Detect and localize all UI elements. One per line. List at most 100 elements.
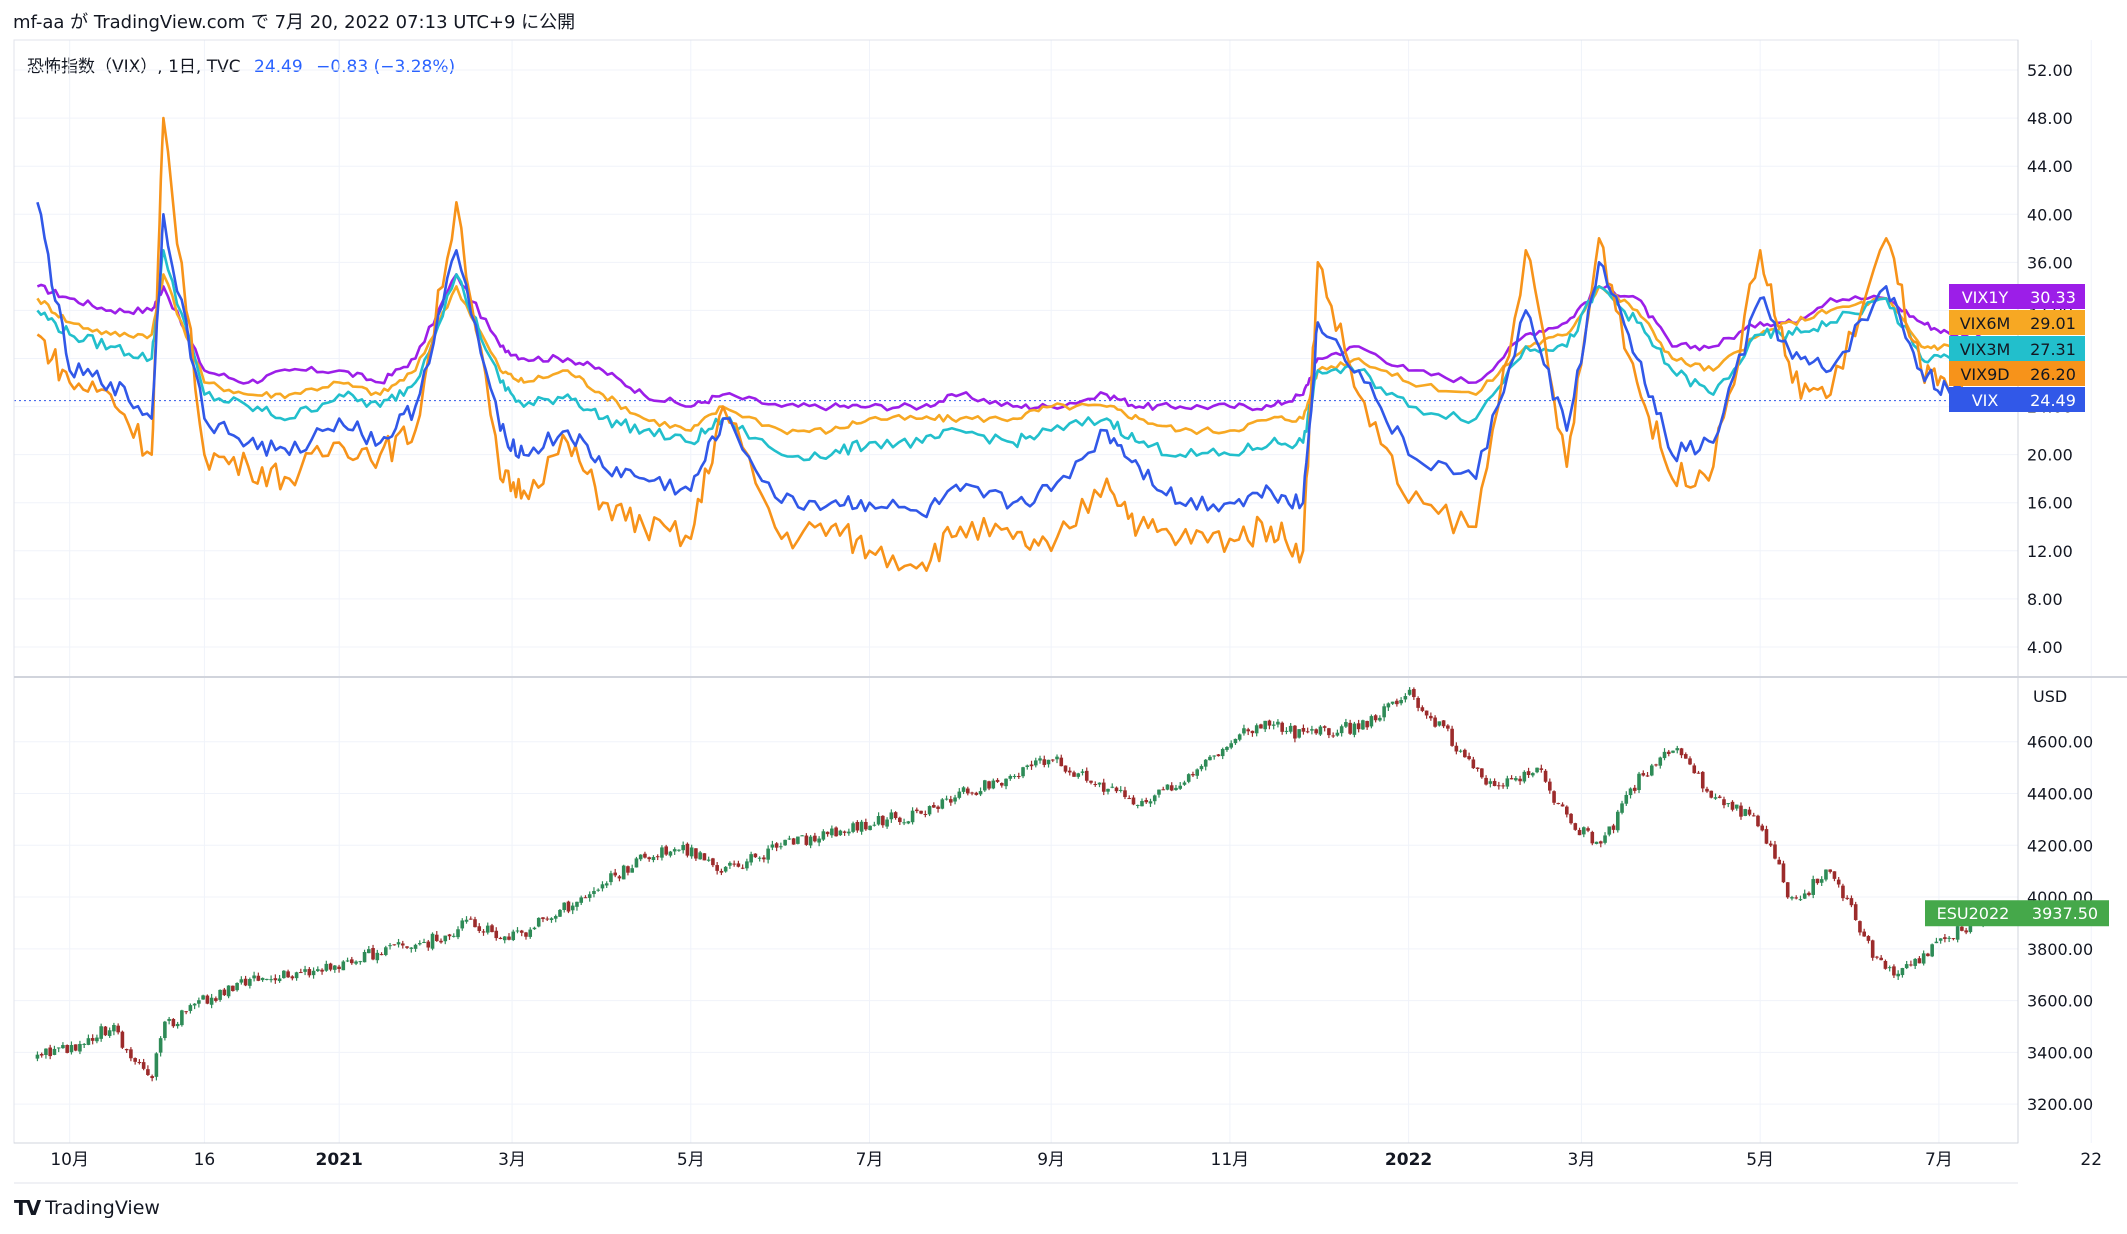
candle-body	[180, 1010, 184, 1026]
candle-body	[481, 931, 486, 933]
candle	[694, 848, 698, 861]
candle	[1662, 748, 1667, 761]
candle	[961, 786, 966, 795]
candle-body	[830, 828, 834, 836]
candle	[936, 805, 940, 813]
candle-body	[1229, 743, 1233, 748]
series-value-text: 30.33	[2030, 288, 2076, 307]
candle	[949, 795, 953, 806]
candle	[1182, 780, 1187, 786]
candle-body	[1016, 776, 1021, 778]
candle	[1480, 768, 1484, 779]
candle-body	[868, 825, 872, 831]
candle-body	[35, 1054, 40, 1059]
candle	[1845, 895, 1849, 901]
candle-body	[1441, 720, 1446, 727]
candle-body	[1157, 789, 1161, 795]
candle	[1365, 720, 1369, 730]
candle-body	[333, 965, 337, 970]
candle	[1819, 876, 1824, 887]
candle	[481, 929, 486, 936]
candle-body	[73, 1044, 78, 1051]
candle-body	[813, 835, 817, 842]
candle	[1951, 937, 1956, 941]
candle-body	[978, 791, 983, 795]
esu-y-tick-label: 4200.00	[2027, 836, 2093, 855]
candle-body	[706, 859, 711, 861]
candle	[1378, 715, 1382, 722]
candle	[1046, 759, 1051, 768]
candle-body	[1059, 757, 1064, 767]
candle	[90, 1034, 95, 1045]
candle-body	[1943, 937, 1947, 940]
candle-body	[626, 866, 630, 873]
candle	[430, 932, 435, 951]
candle	[519, 929, 524, 937]
candle-body	[549, 918, 554, 921]
candle-body	[668, 851, 673, 856]
vix-y-tick-label: 16.00	[2027, 494, 2073, 513]
candle	[320, 968, 324, 975]
candle-body	[995, 779, 1000, 782]
candle	[1348, 719, 1352, 735]
candle	[324, 960, 329, 972]
candle	[643, 851, 647, 859]
candle	[1454, 742, 1459, 755]
candle	[1110, 783, 1115, 789]
candle-body	[953, 797, 957, 802]
candle	[78, 1040, 82, 1055]
candle-body	[1751, 815, 1756, 817]
candle-body	[1488, 781, 1493, 784]
candle	[1828, 869, 1832, 874]
candle-body	[1242, 728, 1246, 734]
candle	[774, 842, 779, 852]
candle-body	[1862, 931, 1866, 937]
candle	[1271, 721, 1276, 730]
vix-series	[36, 116, 1993, 573]
candle-body	[774, 843, 779, 848]
candle	[400, 940, 405, 949]
candle-body	[855, 822, 860, 831]
candle	[286, 969, 290, 978]
candle	[893, 811, 898, 820]
candle	[647, 856, 651, 862]
candle	[1458, 749, 1463, 753]
candle	[1509, 775, 1514, 780]
candle	[1441, 720, 1446, 729]
series-value-box	[2021, 361, 2085, 386]
candle	[855, 820, 860, 833]
candle-body	[282, 970, 286, 979]
x-tick-label: 7月	[856, 1150, 884, 1170]
candle-body	[1849, 898, 1854, 906]
candle-body	[1365, 721, 1369, 728]
candle	[664, 844, 668, 856]
candle-body	[1186, 774, 1191, 782]
candle-body	[248, 978, 252, 986]
candle	[889, 809, 894, 823]
candle-body	[1327, 728, 1331, 736]
candle-body	[1649, 765, 1654, 776]
candle	[1658, 756, 1663, 769]
candle	[1450, 725, 1454, 747]
candle	[885, 817, 889, 829]
candle-body	[1509, 778, 1514, 780]
series-name-text: VIX3M	[1960, 340, 2011, 359]
candle	[1760, 823, 1765, 832]
candle-body	[1824, 869, 1828, 880]
candle-body	[1174, 787, 1178, 791]
candle	[1586, 826, 1590, 833]
candle-body	[1870, 940, 1875, 958]
candle-body	[273, 978, 278, 981]
candle	[830, 825, 834, 838]
candle-body	[783, 839, 787, 846]
candle	[1242, 724, 1246, 736]
candle-body	[426, 941, 431, 948]
candle-body	[1692, 765, 1697, 774]
candle-body	[1497, 785, 1501, 787]
candle	[1433, 715, 1437, 728]
candle-body	[443, 935, 448, 942]
x-tick-label: 10月	[50, 1150, 89, 1170]
candle-body	[1271, 724, 1276, 726]
candle-body	[1531, 773, 1535, 776]
